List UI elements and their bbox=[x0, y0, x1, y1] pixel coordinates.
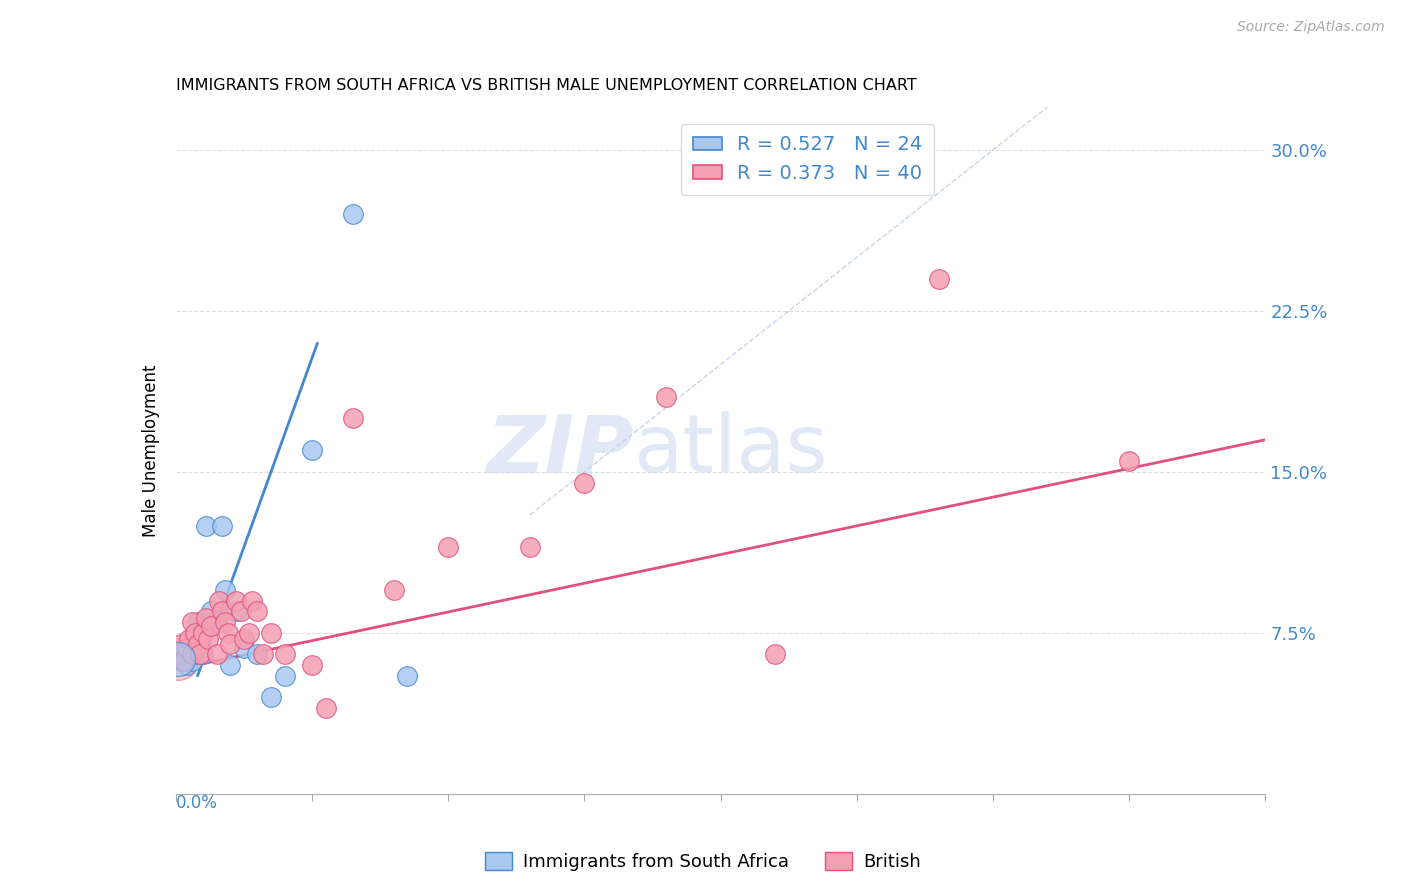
Point bbox=[382, 582, 405, 597]
Point bbox=[214, 582, 236, 597]
Point bbox=[186, 648, 209, 662]
Point bbox=[437, 540, 460, 554]
Point bbox=[246, 648, 269, 662]
Point bbox=[342, 207, 364, 221]
Point bbox=[225, 604, 247, 618]
Point bbox=[301, 658, 323, 673]
Point bbox=[170, 637, 193, 651]
Point bbox=[184, 626, 207, 640]
Point bbox=[232, 640, 254, 655]
Point bbox=[170, 648, 193, 662]
Point bbox=[186, 615, 209, 630]
Point bbox=[191, 626, 214, 640]
Point bbox=[188, 626, 211, 640]
Point bbox=[238, 626, 260, 640]
Point bbox=[181, 648, 204, 662]
Point bbox=[574, 475, 596, 490]
Point bbox=[232, 632, 254, 647]
Point bbox=[246, 604, 269, 618]
Point bbox=[200, 619, 222, 633]
Point bbox=[186, 637, 209, 651]
Point bbox=[301, 443, 323, 458]
Point bbox=[274, 669, 297, 683]
Point bbox=[260, 690, 283, 705]
Point bbox=[181, 654, 204, 668]
Point bbox=[167, 651, 190, 665]
Point bbox=[928, 271, 950, 285]
Point bbox=[179, 640, 201, 655]
Point bbox=[176, 640, 198, 655]
Legend: Immigrants from South Africa, British: Immigrants from South Africa, British bbox=[478, 845, 928, 879]
Point bbox=[219, 658, 242, 673]
Point bbox=[342, 411, 364, 425]
Point bbox=[217, 626, 239, 640]
Point bbox=[176, 658, 198, 673]
Point bbox=[167, 651, 190, 665]
Legend: R = 0.527   N = 24, R = 0.373   N = 40: R = 0.527 N = 24, R = 0.373 N = 40 bbox=[681, 124, 935, 194]
Point bbox=[200, 604, 222, 618]
Text: atlas: atlas bbox=[633, 411, 828, 490]
Point bbox=[240, 593, 263, 607]
Point bbox=[219, 637, 242, 651]
Point bbox=[173, 654, 195, 668]
Point bbox=[188, 648, 211, 662]
Text: ZIP: ZIP bbox=[486, 411, 633, 490]
Point bbox=[274, 648, 297, 662]
Point bbox=[197, 632, 219, 647]
Point bbox=[315, 701, 337, 715]
Point bbox=[231, 604, 253, 618]
Point bbox=[205, 615, 228, 630]
Point bbox=[181, 615, 204, 630]
Point bbox=[179, 632, 201, 647]
Point bbox=[194, 518, 217, 533]
Point bbox=[173, 654, 195, 668]
Point bbox=[211, 604, 233, 618]
Point bbox=[225, 593, 247, 607]
Point bbox=[211, 518, 233, 533]
Point bbox=[655, 390, 678, 404]
Point bbox=[763, 648, 786, 662]
Text: Source: ZipAtlas.com: Source: ZipAtlas.com bbox=[1237, 20, 1385, 34]
Point bbox=[519, 540, 541, 554]
Point bbox=[260, 626, 283, 640]
Point bbox=[252, 648, 274, 662]
Point bbox=[208, 593, 231, 607]
Y-axis label: Male Unemployment: Male Unemployment bbox=[142, 364, 160, 537]
Point bbox=[167, 648, 190, 662]
Point bbox=[1118, 454, 1140, 468]
Point bbox=[194, 611, 217, 625]
Text: 0.0%: 0.0% bbox=[176, 794, 218, 812]
Point bbox=[214, 615, 236, 630]
Point bbox=[396, 669, 419, 683]
Text: IMMIGRANTS FROM SOUTH AFRICA VS BRITISH MALE UNEMPLOYMENT CORRELATION CHART: IMMIGRANTS FROM SOUTH AFRICA VS BRITISH … bbox=[176, 78, 917, 94]
Point bbox=[205, 648, 228, 662]
Point bbox=[184, 626, 207, 640]
Point bbox=[191, 648, 214, 662]
